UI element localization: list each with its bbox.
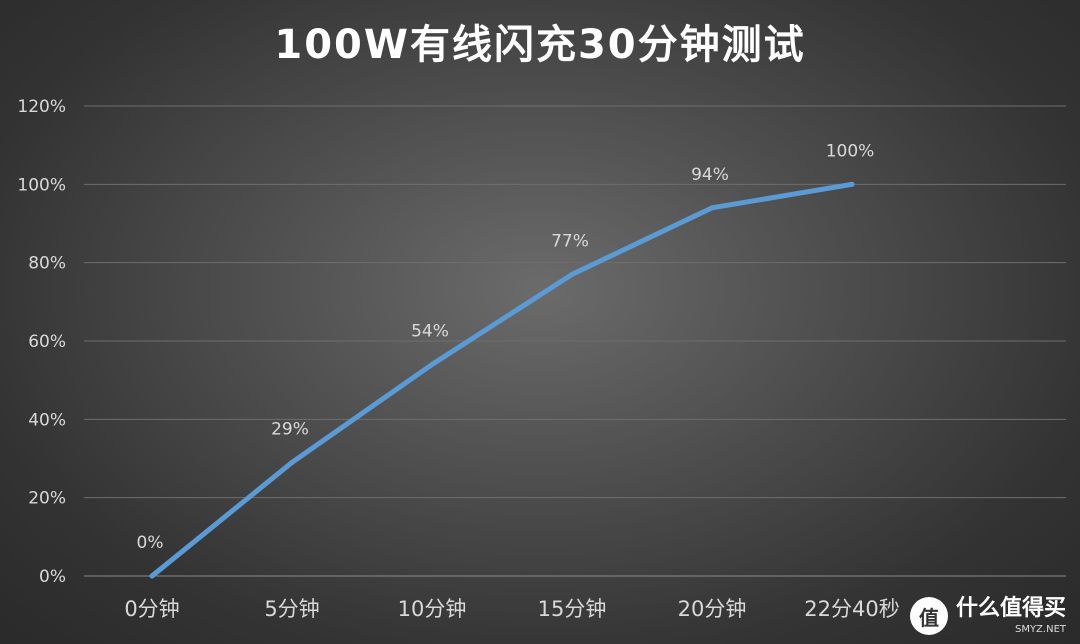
data-point [289,459,295,465]
data-point [709,205,715,211]
watermark-logo-icon: 值 [909,597,948,635]
data-label: 29% [271,419,309,439]
x-tick-label: 5分钟 [264,597,319,621]
data-point [149,573,155,579]
x-tick-label: 20分钟 [678,597,747,621]
data-labels: 0% 29% 54% 77% 94% 100% [137,141,875,553]
y-axis-ticks: 0% 20% 40% 60% 80% 100% 120% [17,97,66,587]
watermark: 值 什么值得买 SMYZ.NET [880,588,1080,644]
gridlines [84,105,1066,577]
y-tick-label: 60% [28,332,66,352]
watermark-subtext: SMYZ.NET [1014,623,1066,635]
data-label: 94% [691,165,729,185]
y-tick-label: 80% [28,254,66,274]
y-tick-label: 20% [28,489,66,509]
watermark-text: 什么值得买 [955,595,1066,621]
series [149,181,855,579]
y-tick-label: 0% [39,567,66,587]
series-line [149,181,855,579]
data-point [569,271,575,277]
y-tick-label: 40% [28,410,66,430]
y-tick-label: 120% [17,97,66,117]
data-point [429,362,435,367]
data-label: 54% [411,322,449,342]
chart-title: 100W有线闪充30分钟测试 [274,22,805,68]
y-tick-label: 100% [17,175,66,195]
data-label: 0% [137,533,164,553]
data-label: 100% [826,141,875,161]
watermark-text-block: 什么值得买 SMYZ.NET [955,595,1066,635]
data-point [849,181,855,187]
x-tick-label: 10分钟 [398,597,467,621]
x-tick-label: 15分钟 [538,597,607,621]
x-tick-label: 0分钟 [124,597,179,621]
x-tick-label: 22分40秒 [804,597,899,621]
x-axis-ticks: 0分钟 5分钟 10分钟 15分钟 20分钟 22分40秒 [124,597,899,621]
data-label: 77% [551,231,589,251]
